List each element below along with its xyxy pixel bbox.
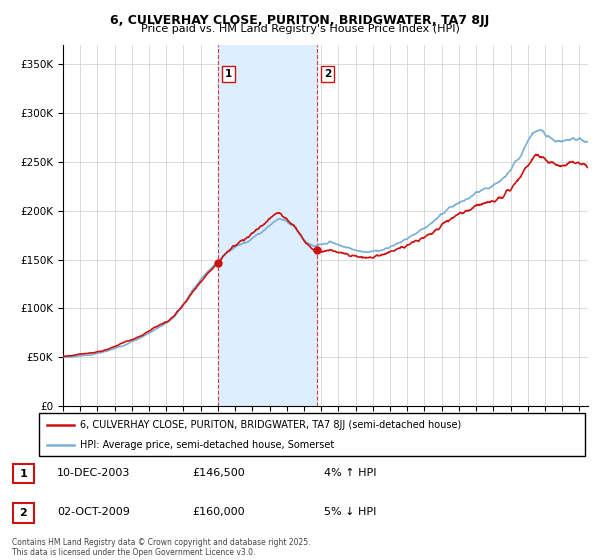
Text: 6, CULVERHAY CLOSE, PURITON, BRIDGWATER, TA7 8JJ: 6, CULVERHAY CLOSE, PURITON, BRIDGWATER,… — [110, 14, 490, 27]
Text: HPI: Average price, semi-detached house, Somerset: HPI: Average price, semi-detached house,… — [80, 440, 334, 450]
FancyBboxPatch shape — [13, 503, 34, 522]
Text: 2: 2 — [20, 508, 27, 518]
FancyBboxPatch shape — [39, 413, 585, 456]
Text: Price paid vs. HM Land Registry's House Price Index (HPI): Price paid vs. HM Land Registry's House … — [140, 24, 460, 34]
Text: 10-DEC-2003: 10-DEC-2003 — [57, 468, 130, 478]
Text: £160,000: £160,000 — [192, 507, 245, 517]
Text: 1: 1 — [20, 469, 27, 479]
Text: Contains HM Land Registry data © Crown copyright and database right 2025.
This d: Contains HM Land Registry data © Crown c… — [12, 538, 311, 557]
Text: 02-OCT-2009: 02-OCT-2009 — [57, 507, 130, 517]
Text: 2: 2 — [324, 69, 331, 79]
Text: 4% ↑ HPI: 4% ↑ HPI — [324, 468, 377, 478]
Text: 1: 1 — [225, 69, 232, 79]
Bar — [218, 45, 317, 406]
Text: 5% ↓ HPI: 5% ↓ HPI — [324, 507, 376, 517]
Text: £146,500: £146,500 — [192, 468, 245, 478]
Text: 6, CULVERHAY CLOSE, PURITON, BRIDGWATER, TA7 8JJ (semi-detached house): 6, CULVERHAY CLOSE, PURITON, BRIDGWATER,… — [80, 420, 461, 430]
FancyBboxPatch shape — [13, 464, 34, 483]
